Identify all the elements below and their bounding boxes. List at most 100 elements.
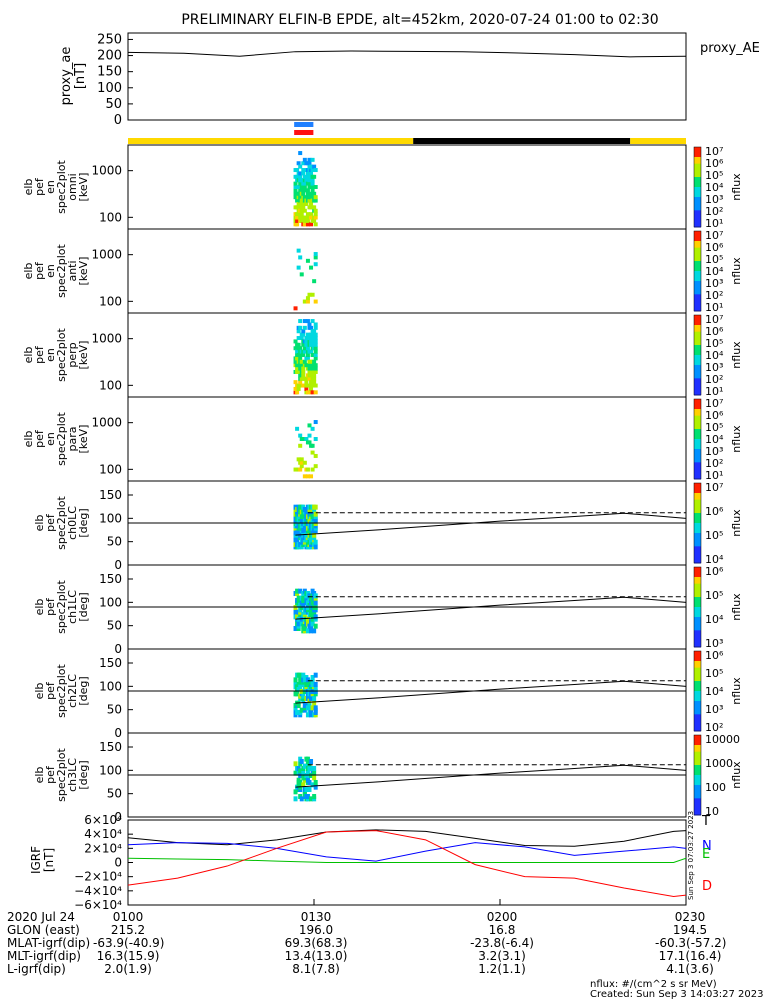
omni-pixel [313, 208, 318, 213]
colorbar-cell [694, 701, 701, 705]
ch3-loss-cone-line [295, 764, 687, 788]
ch0-pixel [313, 544, 318, 550]
colorbar-frame [693, 314, 702, 396]
omni-pixel [304, 201, 309, 206]
perp-pixel [310, 383, 315, 388]
colorbar-cell [694, 486, 701, 491]
colorbar-cell [694, 415, 701, 420]
footer-row-value: 2.0(1.9) [104, 962, 152, 976]
perp-pixel [313, 356, 318, 361]
omni-pixel [301, 171, 306, 176]
colorbar-cell [694, 217, 701, 221]
perp-pixel [312, 373, 317, 378]
ch3-pixel [293, 761, 298, 767]
para-pixel [299, 460, 304, 465]
footer-row-value: 0130 [300, 910, 332, 924]
colorbar-cell [694, 183, 701, 188]
ch1-pixel [293, 609, 298, 615]
para-pixel [309, 474, 314, 479]
colorbar-cell [694, 623, 701, 628]
colorbar-cell [694, 724, 701, 729]
para-ylabel: en [44, 432, 57, 446]
colorbar-cell [694, 254, 701, 259]
ch2-pixel [301, 672, 306, 678]
perp-pixel [295, 349, 300, 354]
perp-pixel [313, 383, 318, 388]
ch3-ylabel: [deg] [77, 760, 90, 789]
footer-row-label: MLT-igrf(dip) [7, 949, 81, 963]
footer-row-value: 215.2 [110, 923, 146, 937]
omni-ytick: 100 [99, 210, 122, 224]
omni-pixel [313, 222, 318, 227]
omni-pixel [313, 212, 318, 217]
colorbar-cell [694, 405, 701, 410]
colorbar-cell [694, 694, 701, 699]
ch1-cbar-unit: nflux [730, 593, 743, 621]
ch2-pixel [312, 700, 317, 706]
colorbar-cell [694, 335, 701, 339]
para-pixel [298, 467, 303, 472]
perp-pixel [298, 366, 303, 371]
ch2-pixel [313, 682, 318, 687]
igrf-series-D-label: D [702, 879, 712, 894]
perp-pixel [305, 319, 310, 324]
colorbar-cell [694, 617, 701, 621]
perp-ytick: 100 [99, 378, 122, 392]
ch1-cbar-label: 10⁶ [705, 565, 724, 578]
para-pixel [293, 467, 298, 472]
perp-ylabel: perp [66, 342, 79, 367]
colorbar-cell [694, 409, 701, 413]
igrf-ytick: −4×10⁴ [74, 884, 122, 898]
ch0-cbar-label: 10⁷ [705, 481, 723, 494]
colorbar-cell [694, 412, 701, 417]
ch3-colorbar [693, 734, 702, 816]
perp-ytick: 1000 [91, 332, 122, 346]
colorbar-cell [694, 613, 701, 618]
ch3-ytick: 150 [99, 740, 122, 754]
igrf-series-N-label: N [702, 839, 712, 854]
colorbar-cell [694, 745, 701, 749]
omni-pixel [302, 174, 307, 179]
footer-row-value: 4.1(3.6) [666, 962, 714, 976]
ch2-cbar-label: 10⁴ [705, 685, 724, 698]
colorbar-cell [694, 603, 701, 608]
colorbar-cell [694, 600, 701, 605]
omni-pixel [312, 164, 317, 169]
colorbar-cell [694, 748, 701, 753]
colorbar-cell [694, 462, 701, 467]
colorbar-cell [694, 556, 701, 561]
omni-pixel [305, 215, 310, 220]
colorbar-cell [694, 261, 701, 265]
ch0-cbar-label: 10⁴ [705, 553, 724, 566]
ch1-cbar-label: 10³ [705, 637, 723, 650]
colorbar-cell [694, 735, 701, 739]
colorbar-cell [694, 365, 701, 369]
anti-ylabel: elb [22, 263, 35, 280]
omni-pixel [298, 151, 303, 156]
perp-pixel [293, 339, 298, 344]
ch3-pixel [305, 794, 310, 799]
colorbar-cell [694, 546, 701, 551]
colorbar-cell [694, 590, 701, 595]
ch1-ytick: 0 [114, 642, 122, 656]
para-pixel [305, 474, 310, 479]
colorbar-cell [694, 244, 701, 249]
footer-row-value: 0200 [486, 910, 518, 924]
ch3-pixel [299, 759, 304, 764]
perp-pixel [313, 336, 318, 341]
omni-pixel [295, 168, 300, 173]
colorbar-cell [694, 519, 701, 524]
para-pixel [313, 420, 318, 425]
omni-cbar-label: 10⁷ [705, 145, 723, 158]
proxy-ae-ylabel: [nT] [73, 63, 88, 89]
colorbar-cell [694, 633, 701, 638]
colorbar-cell [694, 419, 701, 423]
colorbar-cell [694, 674, 701, 679]
para-pixel [310, 450, 315, 455]
perp-pixel [313, 390, 318, 395]
perp-pixel [298, 356, 303, 361]
ch2-ytick: 0 [114, 726, 122, 740]
perp-pixel [301, 353, 306, 357]
para-cbar-label: 10³ [705, 445, 723, 458]
perp-pixel [313, 332, 318, 337]
